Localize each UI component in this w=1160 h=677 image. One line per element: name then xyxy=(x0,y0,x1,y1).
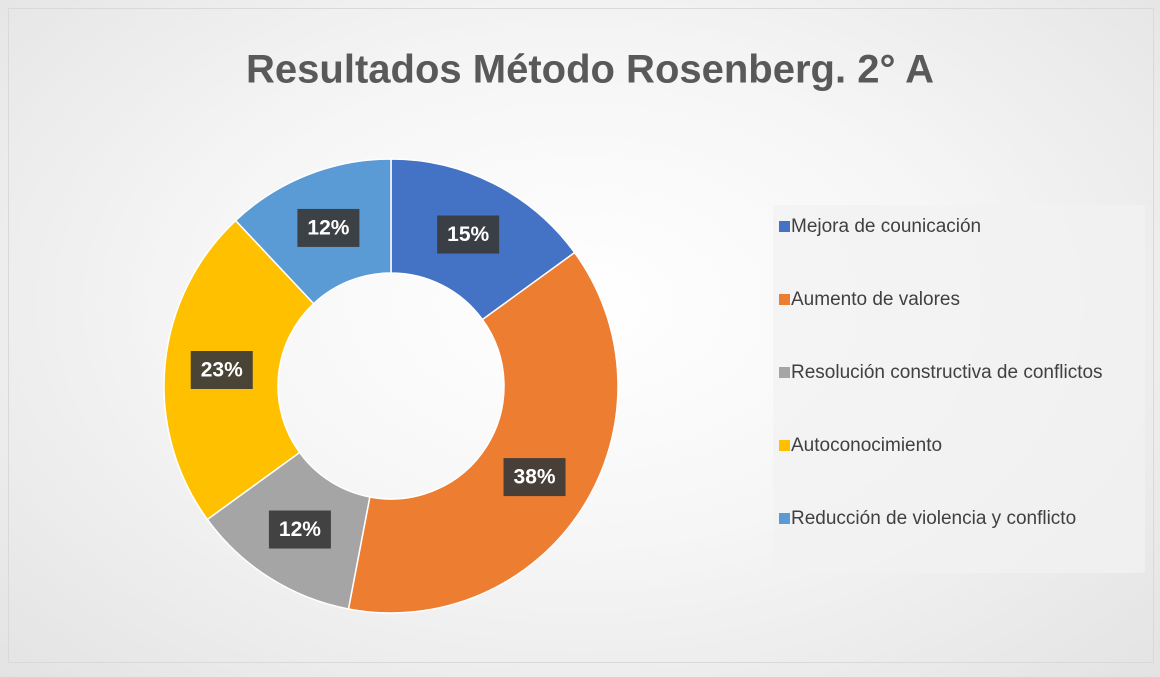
donut-slice xyxy=(347,251,619,614)
legend-label: Resolución constructiva de conflictos xyxy=(791,362,1103,383)
chart-frame xyxy=(8,8,1154,663)
data-label: 15% xyxy=(447,223,489,246)
data-label-box xyxy=(503,458,566,497)
data-label: 12% xyxy=(279,518,321,541)
legend: Mejora de counicación Aumento de valores R… xyxy=(773,205,1145,573)
legend-item: Resolución constructiva de conflictos xyxy=(779,359,1139,432)
legend-item: Autoconocimiento xyxy=(779,432,1139,505)
legend-swatch xyxy=(779,367,790,378)
legend-label: Aumento de valores xyxy=(791,289,960,310)
legend-item: Reducción de violencia y conflicto xyxy=(779,505,1139,578)
data-label-box xyxy=(268,510,331,549)
data-label: 23% xyxy=(201,359,243,382)
legend-label: Mejora de counicación xyxy=(791,216,982,237)
data-label-box xyxy=(190,351,253,390)
legend-swatch xyxy=(779,440,790,451)
legend-label: Reducción de violencia y conflicto xyxy=(791,508,1077,529)
data-label: 12% xyxy=(307,216,349,239)
legend-swatch xyxy=(779,294,790,305)
data-label-box xyxy=(297,208,360,247)
legend-item: Mejora de counicación xyxy=(779,213,1139,286)
chart-title: Resultados Método Rosenberg. 2° A xyxy=(246,48,934,92)
legend-swatch xyxy=(779,513,790,524)
legend-item: Aumento de valores xyxy=(779,286,1139,359)
legend-swatch xyxy=(779,221,790,232)
data-label: 38% xyxy=(514,466,556,489)
legend-label: Autoconocimiento xyxy=(791,435,943,456)
data-label-box xyxy=(437,215,500,254)
